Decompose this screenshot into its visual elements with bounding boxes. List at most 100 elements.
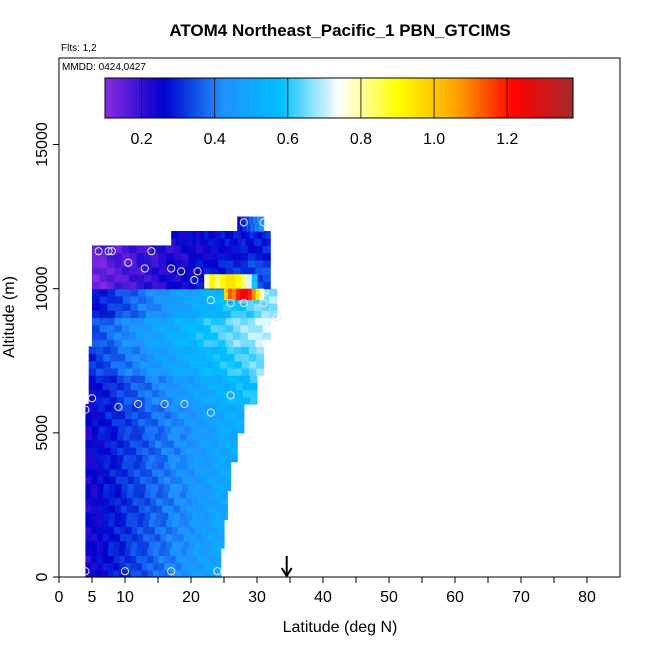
heatmap-cell	[165, 389, 174, 398]
heatmap-cell	[148, 526, 156, 535]
heatmap-cell	[172, 526, 179, 535]
heatmap-cell	[183, 353, 192, 362]
heatmap-cell	[166, 317, 175, 326]
heatmap-cell	[171, 238, 176, 247]
colorbar-swatch	[189, 78, 193, 118]
heatmap-cell	[255, 324, 264, 333]
heatmap-cell	[207, 310, 216, 319]
heatmap-cell	[216, 231, 222, 239]
heatmap-cell	[186, 440, 194, 448]
heatmap-cell	[92, 252, 101, 261]
heatmap-cell	[114, 331, 123, 340]
heatmap-cell	[212, 238, 218, 247]
colorbar-swatch	[135, 78, 139, 118]
heatmap-cell	[154, 432, 162, 441]
heatmap-cell	[216, 238, 222, 247]
heatmap-cell	[161, 447, 169, 456]
heatmap-cell	[129, 245, 138, 254]
heatmap-cell	[114, 512, 122, 520]
heatmap-cell	[88, 389, 97, 398]
heatmap-cell	[203, 259, 212, 268]
heatmap-cell	[169, 310, 178, 319]
heatmap-cell	[233, 231, 238, 239]
heatmap-cell	[239, 223, 242, 232]
heatmap-cell	[190, 353, 199, 362]
heatmap-cell	[242, 375, 251, 383]
heatmap-cell	[129, 267, 138, 275]
heatmap-cell	[166, 281, 175, 290]
heatmap-cell	[117, 353, 126, 362]
colorbar-swatch	[551, 78, 555, 118]
heatmap-cell	[136, 252, 145, 261]
heatmap-cell	[215, 303, 224, 311]
heatmap-cell	[233, 339, 242, 347]
heatmap-cell	[102, 375, 111, 383]
colorbar-swatch	[437, 78, 441, 118]
heatmap-cell	[218, 461, 226, 470]
heatmap-cell	[185, 497, 193, 506]
heatmap-cell	[206, 526, 214, 535]
heatmap-cell	[125, 404, 133, 412]
colorbar-swatch	[343, 78, 347, 118]
heatmap-cell	[221, 382, 230, 391]
heatmap-cell	[206, 476, 214, 484]
heatmap-cell	[242, 396, 251, 405]
heatmap-cell	[228, 375, 237, 383]
colorbar-swatch	[434, 78, 438, 118]
heatmap-cell	[206, 519, 214, 528]
heatmap-cell	[218, 483, 226, 492]
colorbar-swatch	[561, 78, 565, 118]
heatmap-cell	[212, 476, 220, 484]
heatmap-cell	[108, 526, 115, 535]
heatmap-hotspot-cell	[239, 288, 245, 301]
heatmap-cell	[164, 418, 172, 427]
heatmap-cell	[170, 476, 177, 484]
heatmap-cell	[172, 533, 179, 542]
heatmap-cell	[245, 238, 251, 247]
heatmap-cell	[238, 303, 247, 311]
heatmap-cell	[200, 231, 205, 239]
heatmap-cell	[215, 490, 222, 499]
heatmap-cell	[127, 461, 135, 470]
heatmap-cell	[200, 519, 208, 528]
heatmap-cell	[173, 447, 181, 456]
heatmap-cell	[237, 404, 245, 412]
heatmap-cell	[241, 346, 250, 355]
heatmap-cell	[123, 440, 131, 448]
heatmap-cell	[122, 288, 132, 297]
heatmap-cell	[250, 216, 253, 225]
heatmap-cell	[210, 404, 218, 412]
heatmap-cell	[138, 504, 146, 513]
heatmap-cell	[221, 497, 228, 506]
heatmap-cell	[137, 382, 146, 391]
heatmap-cell	[203, 548, 211, 556]
colorbar-swatch	[275, 78, 279, 118]
heatmap-cell	[186, 548, 194, 556]
heatmap-cell	[180, 440, 188, 448]
heatmap-cell	[184, 295, 193, 304]
heatmap-cell	[97, 461, 105, 470]
heatmap-cell	[85, 432, 93, 441]
heatmap-cell	[91, 555, 98, 564]
colorbar-swatch	[568, 78, 572, 118]
heatmap-cell	[184, 404, 192, 412]
colorbar-swatch	[554, 78, 558, 118]
heatmap-cell	[120, 497, 128, 506]
heatmap-cell	[188, 468, 195, 477]
heatmap-cell	[254, 216, 257, 225]
heatmap-cell	[130, 562, 137, 571]
heatmap-cell	[181, 259, 190, 268]
heatmap-cell	[176, 353, 185, 362]
heatmap-cell	[91, 526, 98, 535]
heatmap-cell	[91, 519, 98, 528]
heatmap-cell	[103, 346, 112, 355]
colorbar-swatch	[179, 78, 183, 118]
heatmap-cell	[85, 411, 93, 420]
heatmap-cell	[210, 267, 219, 275]
heatmap-cell	[147, 346, 155, 355]
heatmap-cell	[224, 411, 232, 420]
heatmap-cell	[143, 339, 152, 347]
heatmap-cell	[256, 353, 265, 362]
heatmap-cell	[218, 447, 226, 456]
